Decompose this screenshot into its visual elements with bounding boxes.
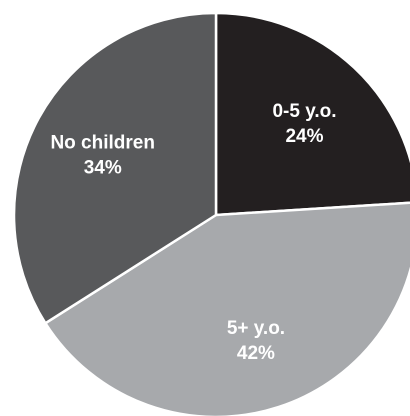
pie-label-0-5-y-o: 0-5 y.o. xyxy=(272,101,336,122)
pie-value-5-y-o: 42% xyxy=(237,343,275,364)
pie-value-no-children: 34% xyxy=(84,158,122,179)
pie-slice-5-y-o xyxy=(44,201,410,416)
pie-label-5-y-o: 5+ y.o. xyxy=(227,318,285,339)
pie-slice-no-children xyxy=(12,11,218,325)
pie-slice-0-5-y-o xyxy=(214,11,410,217)
pie-value-0-5-y-o: 24% xyxy=(285,126,323,147)
pie-slices xyxy=(12,11,410,416)
pie-label-no-children: No children xyxy=(50,133,155,154)
pie-labels: 0-5 y.o. 24% 5+ y.o. 42% No children 34% xyxy=(50,101,336,364)
